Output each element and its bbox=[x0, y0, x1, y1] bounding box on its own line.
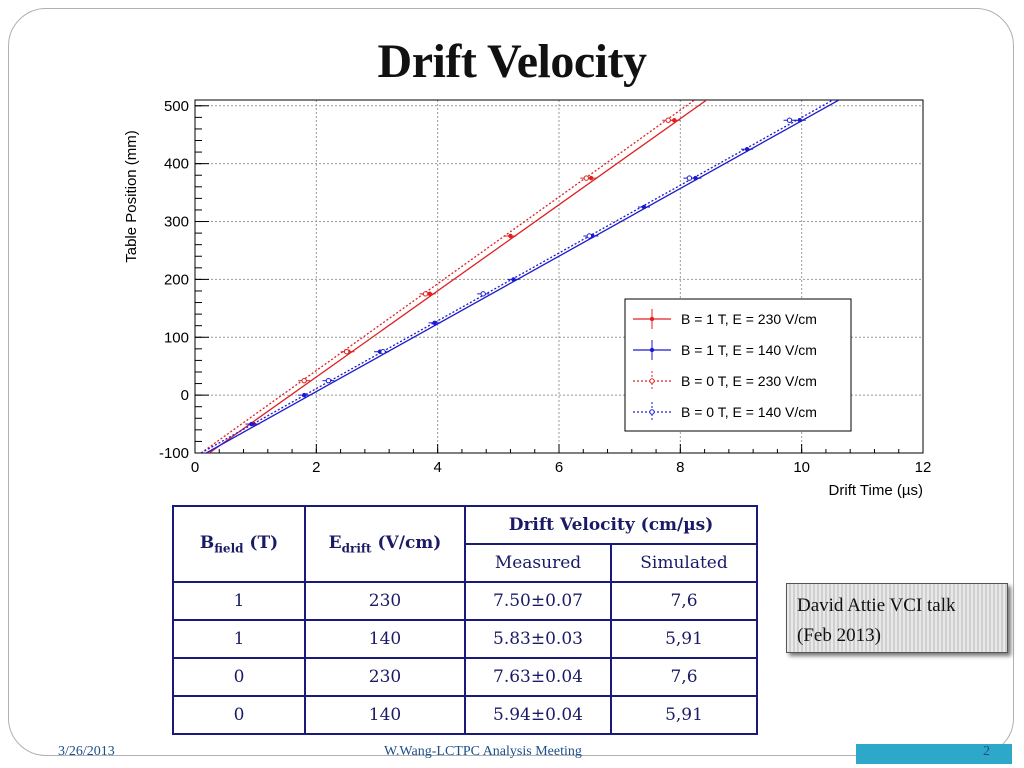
data-point bbox=[508, 233, 513, 239]
cell-bfield: 0 bbox=[172, 657, 306, 697]
cell-bfield: 1 bbox=[172, 619, 306, 659]
cell-measured: 5.83±0.03 bbox=[464, 619, 612, 659]
x-tick-label: 0 bbox=[191, 459, 199, 476]
x-tick-label: 2 bbox=[312, 459, 320, 476]
cell-edrift: 230 bbox=[304, 657, 466, 697]
data-point bbox=[665, 117, 671, 123]
cell-bfield: 0 bbox=[172, 695, 306, 735]
series-line bbox=[204, 100, 841, 453]
plot-area bbox=[200, 100, 841, 453]
cell-edrift: 140 bbox=[304, 695, 466, 735]
x-tick-label: 12 bbox=[915, 459, 932, 476]
header-simulated: Simulated bbox=[610, 543, 758, 583]
legend-label: B = 0 T, E = 230 V/cm bbox=[681, 373, 817, 389]
footer-bar bbox=[856, 744, 1012, 764]
y-tick-label: 0 bbox=[181, 387, 189, 404]
data-point bbox=[583, 175, 589, 181]
x-tick-label: 8 bbox=[676, 459, 684, 476]
cell-simulated: 5,91 bbox=[610, 695, 758, 735]
series-line bbox=[200, 100, 696, 453]
legend-box bbox=[624, 298, 852, 432]
y-tick-label: 500 bbox=[164, 98, 189, 115]
data-point bbox=[480, 291, 486, 297]
y-tick-label: 100 bbox=[164, 329, 189, 346]
legend-label: B = 0 T, E = 140 V/cm bbox=[681, 404, 817, 420]
data-point bbox=[672, 118, 677, 123]
cell-edrift: 140 bbox=[304, 619, 466, 659]
cell-simulated: 7,6 bbox=[610, 581, 758, 621]
y-tick-label: -100 bbox=[159, 445, 189, 462]
series-line bbox=[208, 100, 708, 453]
data-point bbox=[586, 233, 593, 239]
data-point bbox=[686, 175, 693, 181]
data-point bbox=[786, 117, 793, 123]
source-note: David Attie VCI talk (Feb 2013) bbox=[786, 583, 1008, 653]
header-drift-velocity: Drift Velocity (cm/µs) bbox=[464, 505, 758, 545]
table-row: 1 140 5.83±0.03 5,91 bbox=[172, 619, 758, 659]
cell-edrift: 230 bbox=[304, 581, 466, 621]
legend-marker bbox=[649, 378, 655, 384]
footer-date: 3/26/2013 bbox=[58, 744, 115, 759]
y-tick-label: 300 bbox=[164, 214, 189, 231]
data-point bbox=[511, 277, 516, 282]
x-tick-label: 10 bbox=[793, 459, 810, 476]
series-line bbox=[200, 100, 835, 453]
data-point bbox=[301, 377, 307, 384]
legend-marker bbox=[649, 347, 655, 353]
data-point bbox=[422, 291, 429, 297]
note-line-1: David Attie VCI talk bbox=[797, 595, 956, 616]
data-point bbox=[343, 349, 350, 355]
y-tick-label: 200 bbox=[164, 271, 189, 288]
grid bbox=[195, 100, 923, 453]
x-tick-label: 4 bbox=[433, 459, 441, 476]
table-row: 1 230 7.50±0.07 7,6 bbox=[172, 581, 758, 621]
series-4 bbox=[200, 100, 835, 453]
series-3 bbox=[200, 100, 696, 453]
data-point bbox=[325, 377, 332, 384]
cell-simulated: 7,6 bbox=[610, 657, 758, 697]
data-point bbox=[380, 349, 386, 355]
legend-marker bbox=[649, 316, 655, 322]
legend-label: B = 1 T, E = 140 V/cm bbox=[681, 342, 817, 358]
page-number: 2 bbox=[983, 744, 990, 759]
y-tick-label: 400 bbox=[164, 156, 189, 173]
footer-title: W.Wang-LCTPC Analysis Meeting bbox=[384, 744, 582, 759]
header-edrift: Edrift (V/cm) bbox=[304, 505, 466, 583]
cell-measured: 5.94±0.04 bbox=[464, 695, 612, 735]
data-point bbox=[641, 204, 647, 210]
cell-simulated: 5,91 bbox=[610, 619, 758, 659]
slide-title: Drift Velocity bbox=[377, 35, 647, 88]
results-table: Bfield (T) Edrift (V/cm) Drift Velocity … bbox=[172, 505, 758, 735]
table-row: 0 230 7.63±0.04 7,6 bbox=[172, 657, 758, 697]
x-tick-label: 6 bbox=[555, 459, 563, 476]
legend-label: B = 1 T, E = 230 V/cm bbox=[681, 311, 817, 327]
cell-measured: 7.50±0.07 bbox=[464, 581, 612, 621]
y-axis-label: Table Position (mm) bbox=[123, 130, 140, 263]
x-axis-label: Drift Time (µs) bbox=[829, 482, 923, 499]
legend: B = 1 T, E = 230 V/cm B = 1 T, E = 140 V/… bbox=[624, 298, 852, 432]
cell-bfield: 1 bbox=[172, 581, 306, 621]
header-measured: Measured bbox=[464, 543, 612, 583]
slide-frame bbox=[8, 8, 1014, 756]
legend-marker bbox=[649, 409, 655, 415]
note-line-2: (Feb 2013) bbox=[797, 625, 881, 646]
table-row: 0 140 5.94±0.04 5,91 bbox=[172, 695, 758, 735]
cell-measured: 7.63±0.04 bbox=[464, 657, 612, 697]
header-bfield: Bfield (T) bbox=[172, 505, 306, 583]
